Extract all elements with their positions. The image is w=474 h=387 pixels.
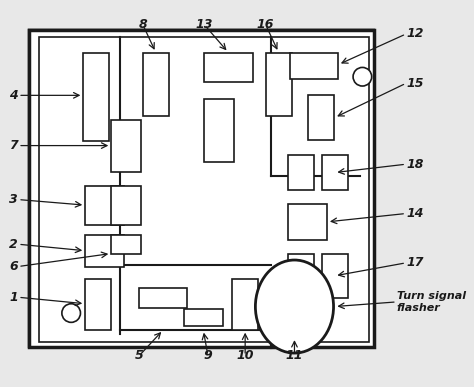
FancyBboxPatch shape: [29, 30, 374, 346]
Text: 12: 12: [406, 27, 424, 40]
Circle shape: [353, 67, 372, 86]
Bar: [232, 279, 258, 330]
Bar: [111, 235, 141, 253]
Bar: [38, 37, 369, 342]
Ellipse shape: [255, 260, 334, 353]
Bar: [184, 309, 223, 326]
Text: 18: 18: [406, 158, 424, 171]
Text: 15: 15: [406, 77, 424, 90]
Bar: [322, 253, 348, 298]
Text: 9: 9: [203, 349, 212, 362]
Text: 8: 8: [138, 18, 147, 31]
Text: 6: 6: [9, 260, 18, 273]
Bar: [139, 288, 188, 308]
Bar: [309, 95, 335, 140]
Bar: [29, 30, 374, 346]
Bar: [322, 155, 348, 190]
Text: 2: 2: [9, 238, 18, 251]
Bar: [288, 155, 314, 190]
Bar: [288, 253, 314, 298]
Bar: [111, 186, 141, 225]
Text: 7: 7: [9, 139, 18, 152]
Bar: [265, 53, 292, 116]
Bar: [204, 99, 234, 162]
Text: 4: 4: [9, 89, 18, 102]
Bar: [85, 279, 111, 330]
Text: 3: 3: [9, 193, 18, 206]
Text: 16: 16: [257, 18, 274, 31]
Bar: [204, 53, 253, 82]
Text: 1: 1: [9, 291, 18, 304]
Text: Turn signal
flasher: Turn signal flasher: [397, 291, 466, 313]
Bar: [85, 235, 124, 267]
Bar: [111, 120, 141, 172]
Bar: [143, 53, 169, 116]
Text: 14: 14: [406, 207, 424, 220]
Text: 13: 13: [195, 18, 213, 31]
Bar: [288, 204, 327, 240]
Bar: [290, 53, 338, 79]
Text: 10: 10: [237, 349, 254, 362]
Text: 11: 11: [286, 349, 303, 362]
Circle shape: [62, 304, 81, 322]
Text: 5: 5: [135, 349, 144, 362]
Bar: [83, 53, 109, 141]
Text: 17: 17: [406, 256, 424, 269]
Bar: [85, 186, 124, 225]
